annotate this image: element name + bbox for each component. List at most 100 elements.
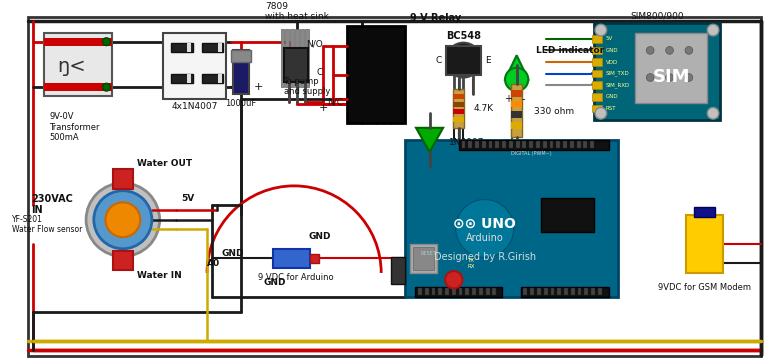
Text: GND: GND — [221, 249, 244, 258]
Bar — [511, 122, 522, 129]
Bar — [544, 288, 548, 295]
Bar — [584, 288, 588, 295]
Circle shape — [647, 74, 654, 81]
Text: VDD: VDD — [606, 60, 618, 65]
Bar — [511, 101, 522, 108]
Bar — [592, 35, 602, 43]
Text: 9V-0V
Transformer
500mA: 9V-0V Transformer 500mA — [49, 112, 100, 142]
Bar — [233, 51, 249, 94]
Text: BC548: BC548 — [446, 31, 481, 41]
Bar — [452, 288, 455, 295]
Bar — [468, 142, 472, 148]
Circle shape — [685, 47, 693, 54]
Bar — [482, 142, 485, 148]
Text: 230VAC
IN: 230VAC IN — [31, 193, 73, 215]
Text: SIM_RXD: SIM_RXD — [606, 82, 630, 88]
Text: +: + — [319, 104, 328, 113]
Bar — [453, 102, 465, 106]
Bar — [524, 288, 528, 295]
Bar — [418, 288, 422, 295]
Bar — [415, 287, 502, 297]
Circle shape — [666, 47, 674, 54]
Bar — [300, 29, 304, 87]
Circle shape — [445, 271, 462, 288]
Text: RESET: RESET — [421, 251, 436, 256]
Bar — [164, 33, 227, 99]
Bar — [202, 43, 223, 52]
Circle shape — [86, 183, 160, 257]
Circle shape — [103, 83, 111, 91]
Bar — [502, 142, 506, 148]
Bar — [113, 169, 133, 189]
Bar — [406, 140, 618, 297]
Bar — [439, 288, 442, 295]
Bar — [475, 142, 479, 148]
Text: 9 VDC for Arduino: 9 VDC for Arduino — [258, 273, 334, 282]
Polygon shape — [505, 55, 528, 79]
Text: Water OUT: Water OUT — [137, 159, 193, 168]
Bar — [217, 74, 221, 83]
Bar — [509, 142, 513, 148]
Bar — [171, 43, 193, 52]
Text: ŋ<: ŋ< — [58, 57, 86, 77]
Text: GND: GND — [606, 94, 618, 99]
Text: C: C — [317, 68, 323, 77]
Bar — [522, 142, 526, 148]
Bar — [537, 288, 541, 295]
Text: C: C — [436, 56, 442, 65]
Bar — [591, 288, 595, 295]
Text: Water IN: Water IN — [137, 271, 182, 280]
Bar — [295, 29, 299, 87]
Text: SIM: SIM — [653, 68, 690, 86]
Bar — [453, 109, 465, 114]
Circle shape — [707, 108, 719, 119]
Bar — [413, 247, 435, 270]
Bar — [594, 23, 720, 120]
Text: +: + — [253, 82, 263, 92]
Text: YF-S201
Water Flow sensor: YF-S201 Water Flow sensor — [12, 215, 82, 234]
Bar — [536, 142, 540, 148]
Bar — [347, 26, 406, 123]
Bar — [551, 288, 554, 295]
Bar — [391, 257, 406, 284]
Text: SIM800/900: SIM800/900 — [631, 11, 684, 20]
Bar — [598, 288, 602, 295]
Text: RST: RST — [606, 106, 616, 111]
Text: GND: GND — [606, 48, 618, 53]
Bar — [485, 288, 489, 295]
Bar — [231, 51, 250, 62]
Text: SIM_TXD: SIM_TXD — [606, 71, 630, 77]
Bar — [694, 207, 715, 217]
Bar — [541, 199, 594, 232]
Bar — [425, 288, 429, 295]
Bar — [286, 29, 290, 87]
Bar — [202, 74, 223, 83]
Polygon shape — [416, 128, 443, 152]
Text: GND: GND — [309, 232, 331, 241]
Bar — [171, 74, 193, 83]
Text: 7809
with heat sink: 7809 with heat sink — [265, 2, 329, 21]
Circle shape — [595, 24, 607, 36]
Text: 1000uF: 1000uF — [225, 99, 257, 108]
Text: N/O: N/O — [306, 39, 323, 48]
Bar — [578, 288, 581, 295]
Bar — [592, 93, 602, 101]
Bar — [529, 142, 533, 148]
Text: ⊙⊙ UNO: ⊙⊙ UNO — [453, 217, 516, 231]
Bar — [592, 47, 602, 54]
Bar — [592, 70, 602, 78]
Bar — [550, 142, 554, 148]
Bar — [584, 142, 588, 148]
Text: 9VDC for GSM Modem: 9VDC for GSM Modem — [658, 283, 751, 292]
Bar — [113, 251, 133, 270]
Bar — [492, 288, 496, 295]
Bar — [453, 117, 465, 122]
Text: TX
RX: TX RX — [468, 258, 475, 269]
Text: 5V: 5V — [181, 194, 194, 203]
Bar — [543, 142, 547, 148]
Bar — [592, 58, 602, 66]
Bar — [556, 142, 560, 148]
Bar — [446, 45, 481, 75]
Bar — [453, 94, 465, 99]
Bar — [511, 90, 522, 97]
